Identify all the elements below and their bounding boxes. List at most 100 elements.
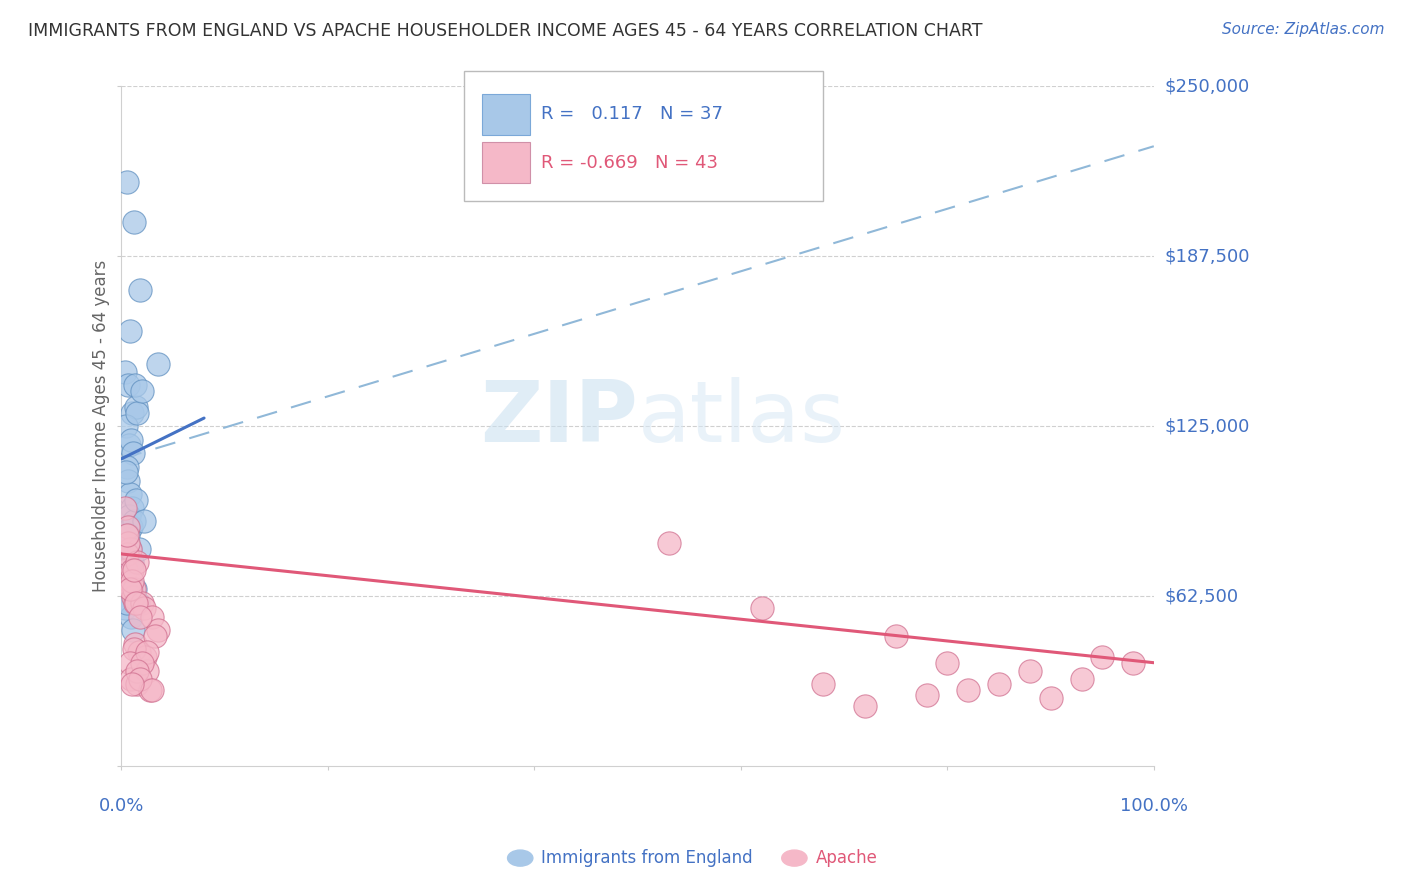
Point	[121, 623, 143, 637]
Point	[122, 582, 145, 597]
Point	[1039, 691, 1062, 706]
Point	[124, 637, 146, 651]
Point	[122, 215, 145, 229]
Point	[118, 508, 141, 523]
Text: $62,500: $62,500	[1166, 587, 1239, 605]
Text: IMMIGRANTS FROM ENGLAND VS APACHE HOUSEHOLDER INCOME AGES 45 - 64 YEARS CORRELAT: IMMIGRANTS FROM ENGLAND VS APACHE HOUSEH…	[28, 22, 983, 40]
Text: $125,000: $125,000	[1166, 417, 1250, 435]
Point	[114, 365, 136, 379]
Point	[114, 563, 136, 577]
Point	[120, 433, 142, 447]
Point	[884, 628, 907, 642]
Point	[125, 596, 148, 610]
Point	[124, 378, 146, 392]
Point	[915, 689, 938, 703]
Point	[117, 378, 139, 392]
Point	[121, 677, 143, 691]
Text: Immigrants from England: Immigrants from England	[541, 849, 754, 867]
Point	[118, 438, 141, 452]
Point	[136, 645, 159, 659]
Point	[120, 520, 142, 534]
Point	[115, 596, 138, 610]
Point	[124, 582, 146, 597]
Point	[121, 446, 143, 460]
Point	[120, 672, 142, 686]
Point	[114, 466, 136, 480]
Point	[115, 528, 138, 542]
Point	[658, 536, 681, 550]
Point	[131, 656, 153, 670]
Point	[1091, 650, 1114, 665]
Point	[1019, 664, 1042, 678]
Point	[117, 536, 139, 550]
Point	[134, 601, 156, 615]
Text: ZIP: ZIP	[479, 376, 638, 459]
Point	[125, 406, 148, 420]
Point	[122, 563, 145, 577]
Point	[141, 609, 163, 624]
Point	[136, 664, 159, 678]
Point	[114, 601, 136, 615]
Point	[853, 699, 876, 714]
Point	[129, 609, 152, 624]
Point	[115, 547, 138, 561]
Point	[813, 677, 835, 691]
Point	[121, 563, 143, 577]
Point	[125, 555, 148, 569]
Point	[141, 682, 163, 697]
Point	[121, 555, 143, 569]
Point	[118, 541, 141, 556]
Text: R =   0.117   N = 37: R = 0.117 N = 37	[541, 105, 723, 123]
Point	[125, 400, 148, 414]
Point	[115, 460, 138, 475]
Point	[124, 596, 146, 610]
Point	[115, 547, 138, 561]
Point	[131, 384, 153, 398]
Point	[125, 677, 148, 691]
Point	[128, 645, 150, 659]
Text: Source: ZipAtlas.com: Source: ZipAtlas.com	[1222, 22, 1385, 37]
Point	[117, 474, 139, 488]
Text: Apache: Apache	[815, 849, 877, 867]
Y-axis label: Householder Income Ages 45 - 64 years: Householder Income Ages 45 - 64 years	[93, 260, 110, 592]
Point	[129, 672, 152, 686]
Point	[121, 574, 143, 589]
Point	[118, 656, 141, 670]
Point	[118, 541, 141, 556]
Point	[118, 324, 141, 338]
Point	[118, 574, 141, 589]
Point	[131, 596, 153, 610]
Point	[936, 656, 959, 670]
Text: 0.0%: 0.0%	[98, 797, 145, 814]
Point	[125, 664, 148, 678]
Point	[114, 419, 136, 434]
Point	[122, 514, 145, 528]
Point	[134, 650, 156, 665]
Text: $250,000: $250,000	[1166, 78, 1250, 95]
Point	[143, 628, 166, 642]
Point	[121, 591, 143, 605]
Point	[127, 596, 149, 610]
Point	[129, 283, 152, 297]
Point	[115, 175, 138, 189]
Point	[1070, 672, 1092, 686]
Point	[118, 582, 141, 597]
Point	[114, 500, 136, 515]
Point	[134, 514, 156, 528]
Text: $187,500: $187,500	[1166, 247, 1250, 265]
Point	[121, 406, 143, 420]
Text: 100.0%: 100.0%	[1119, 797, 1188, 814]
Point	[122, 642, 145, 657]
Point	[139, 682, 162, 697]
Point	[117, 528, 139, 542]
Point	[751, 601, 773, 615]
Text: atlas: atlas	[638, 376, 845, 459]
Text: R = -0.669   N = 43: R = -0.669 N = 43	[541, 153, 718, 171]
Point	[118, 487, 141, 501]
Point	[125, 492, 148, 507]
Point	[121, 500, 143, 515]
Point	[117, 520, 139, 534]
Point	[146, 357, 169, 371]
Point	[146, 623, 169, 637]
Point	[1122, 656, 1144, 670]
